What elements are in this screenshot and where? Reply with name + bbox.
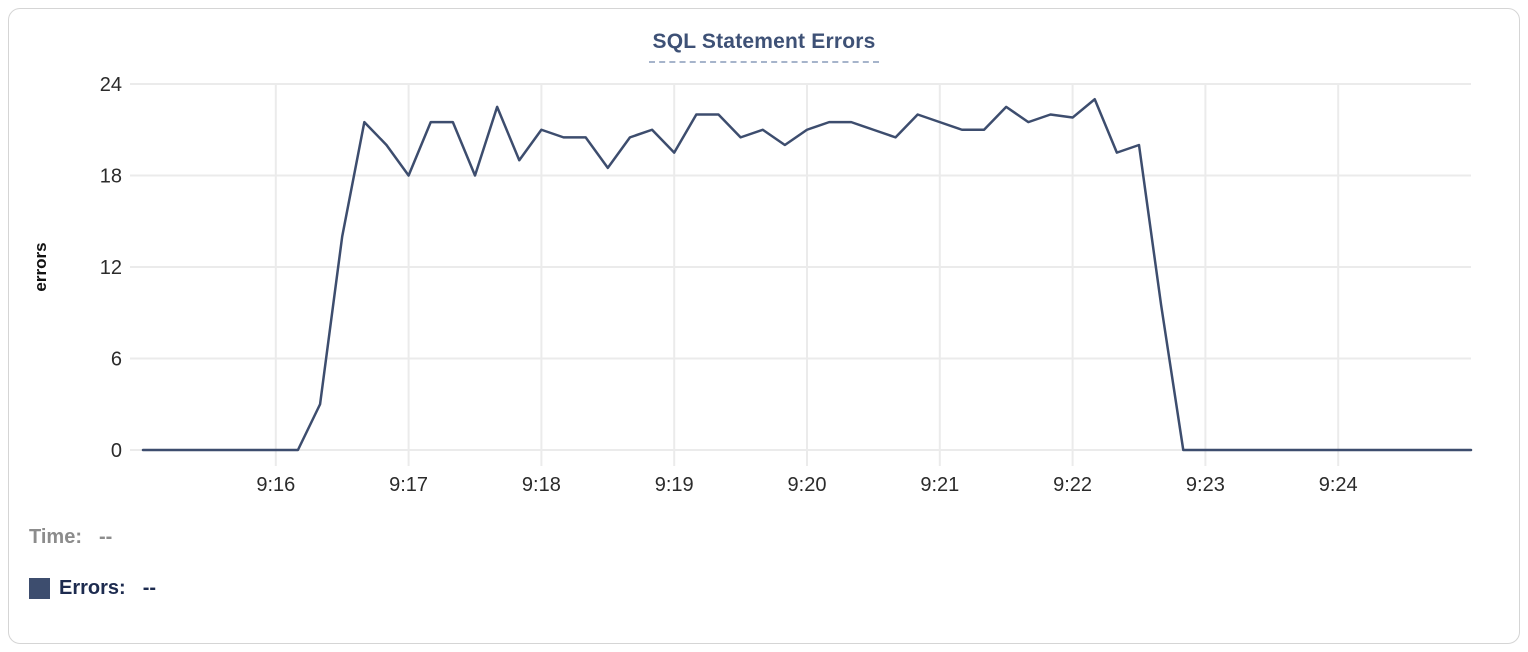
- errors-series-line[interactable]: [141, 98, 1473, 452]
- y-tick-label: 18: [100, 166, 122, 188]
- y-tick-label: 6: [111, 349, 122, 371]
- x-tick-label: 9:24: [1319, 474, 1358, 496]
- tooltip-time-value: --: [98, 526, 113, 548]
- x-tick-label: 9:21: [920, 474, 959, 496]
- gridlines: [130, 83, 1471, 466]
- y-axis-label: errors: [31, 242, 50, 291]
- y-tick-label: 24: [100, 74, 122, 96]
- tooltip-time-label: Time:: [29, 526, 82, 548]
- y-tick-label: 12: [100, 257, 122, 279]
- tooltip-errors-label: Errors:: [59, 577, 126, 599]
- chart-title-wrap: SQL Statement Errors: [0, 30, 1528, 63]
- tooltip-errors-value: --: [142, 577, 157, 599]
- errors-line-chart[interactable]: 0 6 12 18 24 9:16 9:17 9:18 9:19 9:20 9:21 9:22 9:23…: [0, 0, 1528, 505]
- chart-title[interactable]: SQL Statement Errors: [649, 30, 879, 63]
- y-tick-label: 0: [111, 440, 122, 462]
- x-tick-label: 9:19: [655, 474, 694, 496]
- x-tick-label: 9:20: [788, 474, 827, 496]
- x-tick-label: 9:23: [1186, 474, 1225, 496]
- x-axis-tick-labels: 9:16 9:17 9:18 9:19 9:20 9:21 9:22 9:23 9:24: [256, 474, 1357, 496]
- errors-series-swatch: [29, 578, 50, 599]
- y-axis-tick-labels: 0 6 12 18 24: [100, 74, 122, 462]
- x-tick-label: 9:18: [522, 474, 561, 496]
- x-tick-label: 9:22: [1053, 474, 1092, 496]
- x-tick-label: 9:16: [256, 474, 295, 496]
- tooltip-time-row: Time: --: [29, 526, 112, 549]
- tooltip-errors-row: Errors: --: [29, 577, 156, 600]
- chart-card: [8, 8, 1520, 644]
- x-tick-label: 9:17: [389, 474, 428, 496]
